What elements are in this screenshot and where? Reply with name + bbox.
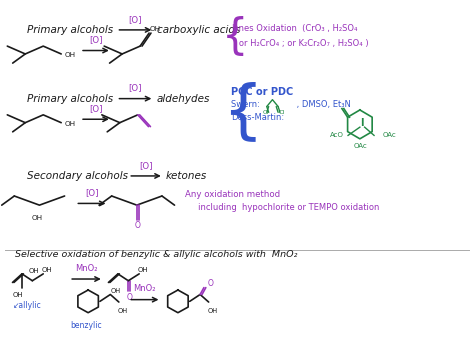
Text: O: O (135, 221, 141, 230)
Text: MnO₂: MnO₂ (134, 284, 156, 294)
Text: [O]: [O] (139, 161, 153, 170)
Text: {: { (222, 81, 263, 144)
Text: [O]: [O] (89, 35, 103, 45)
Text: or H₂CrO₄ ; or K₂Cr₂O₇ , H₂SO₄ ): or H₂CrO₄ ; or K₂Cr₂O₇ , H₂SO₄ ) (231, 39, 369, 48)
Text: AcO: AcO (330, 132, 344, 138)
Text: PCC or PDC: PCC or PDC (231, 87, 293, 97)
Text: including  hypochlorite or TEMPO oxidation: including hypochlorite or TEMPO oxidatio… (185, 204, 379, 213)
Text: {: { (222, 16, 248, 58)
Text: aldehydes: aldehydes (156, 93, 210, 104)
Text: ketones: ketones (166, 171, 207, 181)
Text: Jones Oxidation  (CrO₃ , H₂SO₄: Jones Oxidation (CrO₃ , H₂SO₄ (231, 24, 358, 33)
Text: MnO₂: MnO₂ (75, 264, 98, 273)
Text: OH: OH (64, 52, 76, 58)
Text: [O]: [O] (89, 104, 103, 113)
Text: O: O (208, 279, 214, 288)
Text: Selective oxidation of benzylic & allylic alcohols with  MnO₂: Selective oxidation of benzylic & allyli… (15, 250, 297, 259)
Text: OH: OH (110, 288, 120, 294)
Text: benzylic: benzylic (70, 321, 101, 330)
Text: OH: OH (118, 307, 128, 314)
Text: [O]: [O] (128, 83, 142, 92)
Text: OH: OH (12, 292, 23, 298)
Text: OH: OH (32, 215, 43, 221)
Text: ↙allylic: ↙allylic (12, 300, 41, 310)
Text: [O]: [O] (128, 15, 142, 24)
Text: carboxylic acids: carboxylic acids (156, 25, 240, 35)
Text: Secondary alcohols: Secondary alcohols (27, 171, 128, 181)
Text: Dess-Martin:: Dess-Martin: (231, 113, 284, 122)
Text: OH: OH (42, 267, 53, 273)
Text: OH: OH (208, 307, 218, 314)
Text: O: O (126, 293, 132, 302)
Text: [O]: [O] (85, 188, 99, 197)
Text: OH: OH (29, 268, 40, 274)
Text: OAc: OAc (354, 143, 368, 149)
Text: OH: OH (138, 267, 148, 273)
Text: OH: OH (64, 121, 76, 127)
Text: Primary alcohols: Primary alcohols (27, 25, 113, 35)
Text: OH: OH (150, 26, 161, 32)
Text: Swern:              , DMSO, Et₃N: Swern: , DMSO, Et₃N (231, 100, 351, 109)
Text: OAc: OAc (383, 132, 396, 138)
Text: Cl: Cl (279, 110, 285, 115)
Text: I: I (361, 118, 364, 128)
Text: Cl: Cl (263, 110, 269, 115)
Text: Any oxidation method: Any oxidation method (185, 190, 280, 199)
Text: Primary alcohols: Primary alcohols (27, 93, 113, 104)
